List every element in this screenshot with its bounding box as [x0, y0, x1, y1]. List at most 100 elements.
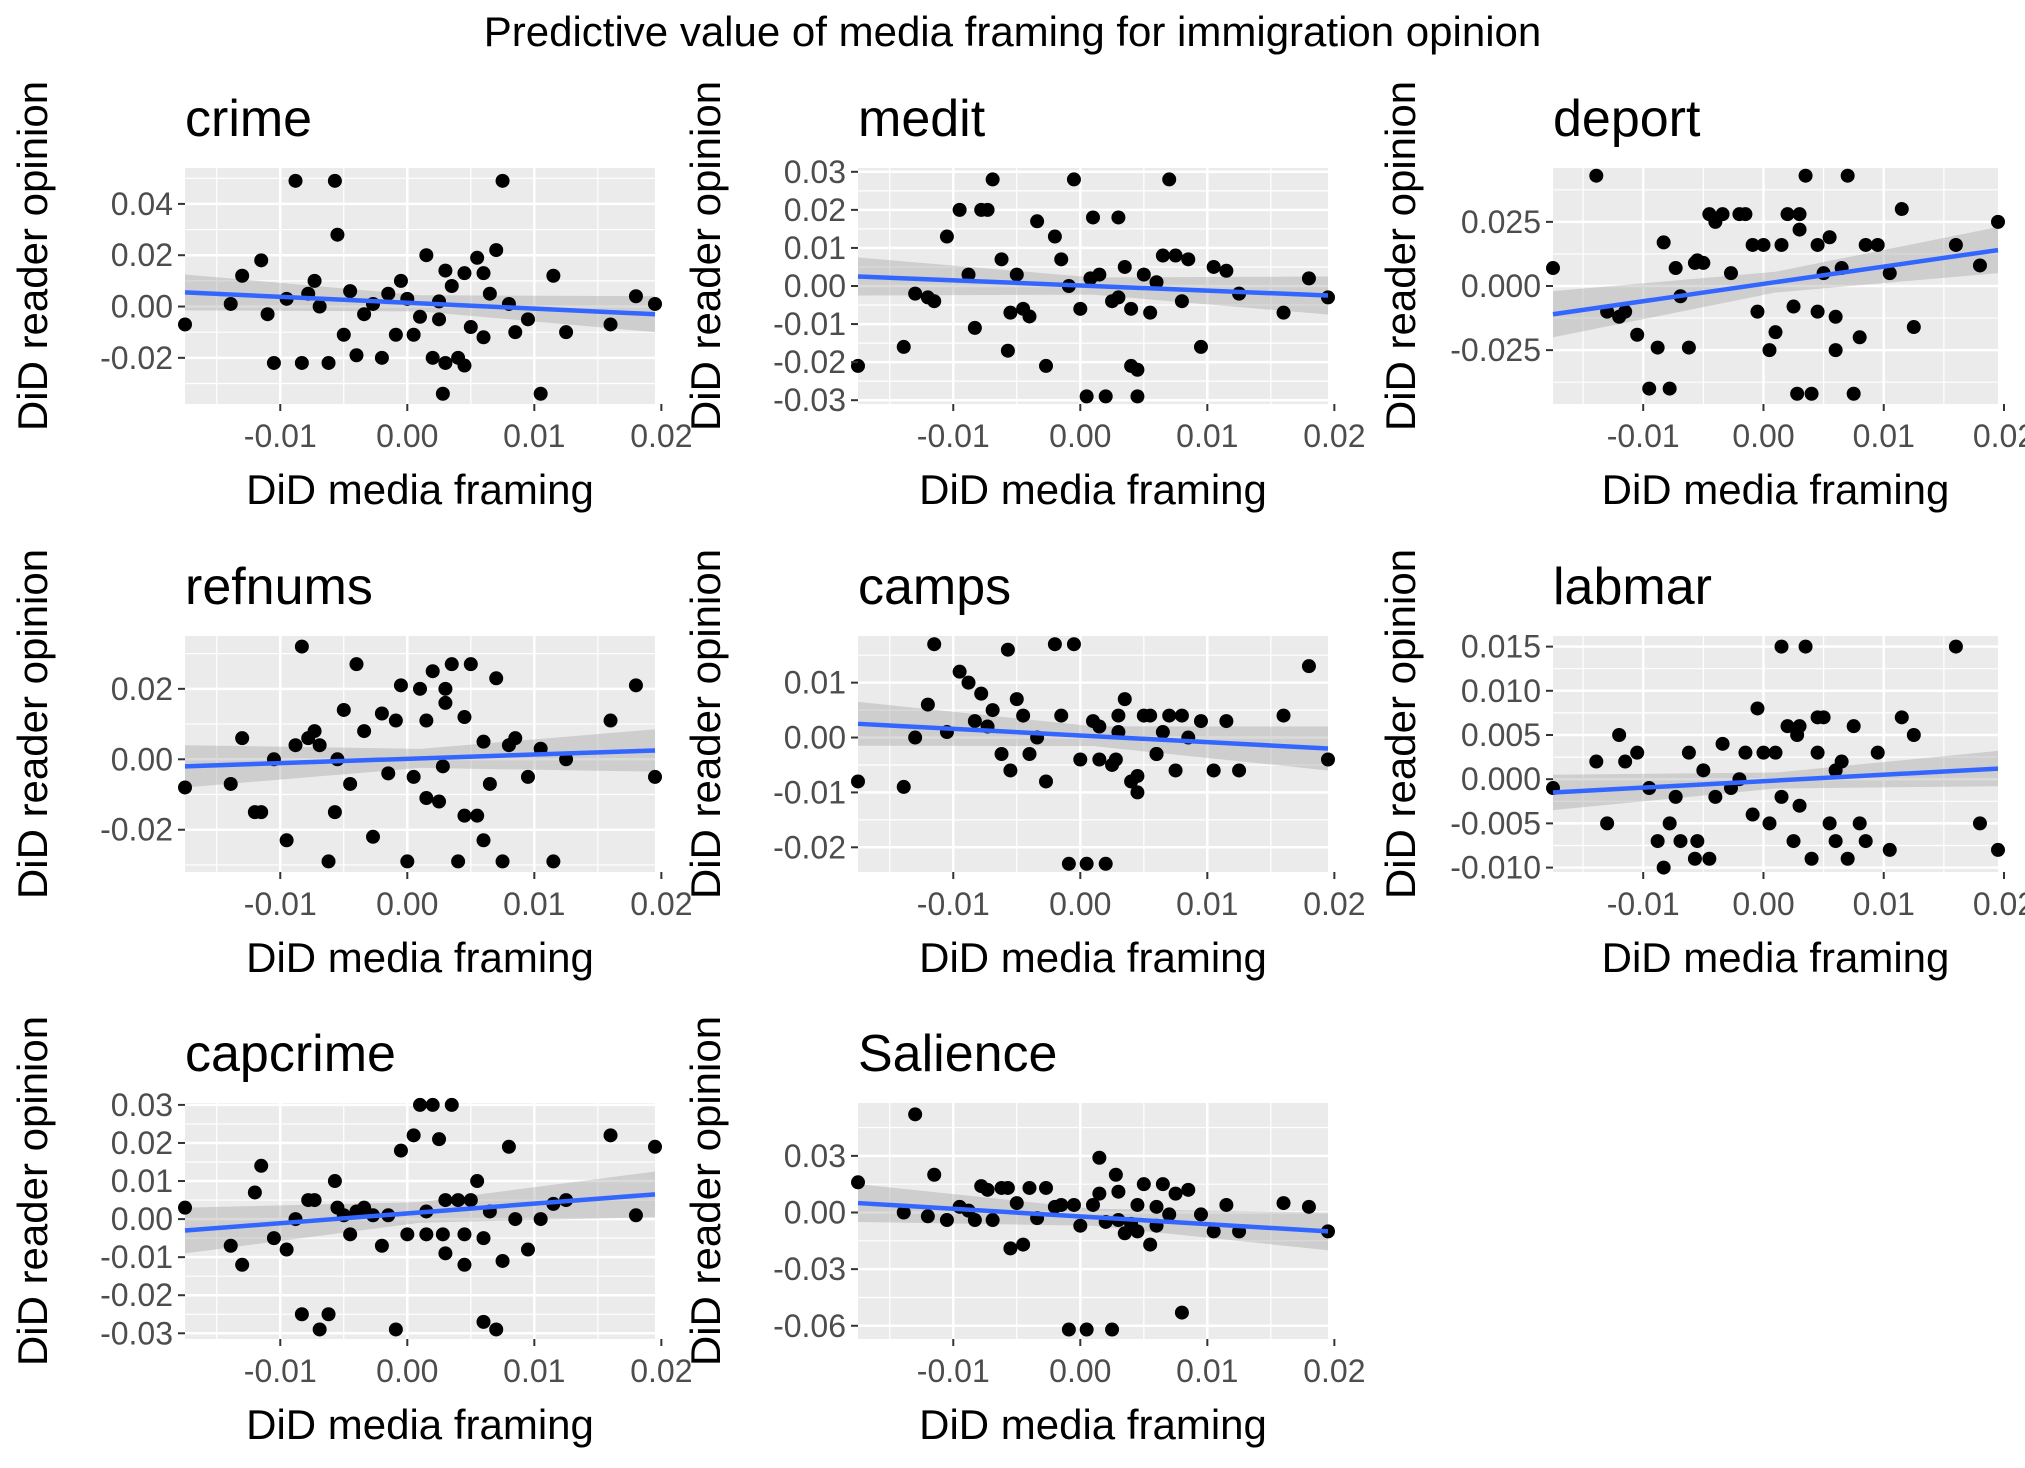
data-point: [425, 1097, 440, 1112]
data-point: [1061, 1322, 1076, 1337]
y-tick-label: -0.025: [1450, 332, 1541, 368]
data-point: [520, 1242, 535, 1257]
data-point: [1668, 789, 1683, 804]
data-point: [294, 639, 309, 654]
data-point: [1618, 754, 1633, 769]
data-point: [1016, 1237, 1031, 1252]
data-point: [482, 776, 497, 791]
data-point: [501, 1139, 516, 1154]
data-point: [508, 731, 523, 746]
data-point: [406, 1128, 421, 1143]
data-point: [388, 713, 403, 728]
x-tick-label: 0.00: [376, 418, 438, 454]
data-point: [1894, 202, 1909, 217]
data-point: [1972, 816, 1987, 831]
x-tick-label: 0.00: [376, 886, 438, 922]
y-axis-title: DiD reader opinion: [9, 1016, 56, 1366]
data-point: [178, 780, 192, 795]
data-point: [1786, 299, 1801, 314]
data-point: [520, 769, 535, 784]
panel-title: deport: [1553, 90, 1701, 148]
data-point: [1715, 207, 1730, 222]
data-point: [343, 284, 358, 299]
data-point: [1206, 763, 1221, 778]
data-point: [1130, 389, 1145, 404]
data-point: [451, 1193, 466, 1208]
data-point: [435, 386, 450, 401]
data-point: [1762, 816, 1777, 831]
data-point: [1656, 235, 1671, 250]
data-point: [1612, 727, 1627, 742]
data-point: [952, 664, 967, 679]
data-point: [1130, 1224, 1145, 1239]
data-point: [235, 1257, 250, 1272]
data-point: [489, 671, 504, 686]
data-point: [1792, 207, 1807, 222]
data-point: [495, 854, 510, 869]
facet-panel-refnums: -0.01 0.00 0.01 0.02 -0.02 0.00 0.02 refnums DiD…: [9, 549, 692, 981]
data-point: [1022, 747, 1037, 761]
data-point: [476, 266, 491, 281]
x-tick-label: -0.01: [244, 886, 317, 922]
y-tick-label: 0.00: [784, 720, 846, 756]
x-tick-label: -0.01: [917, 418, 990, 454]
data-point: [1130, 362, 1145, 377]
y-tick-label: 0.00: [784, 268, 846, 304]
data-point: [435, 1227, 450, 1242]
data-point: [435, 759, 450, 774]
x-axis-title: DiD media framing: [246, 466, 594, 513]
data-point: [1681, 340, 1696, 355]
data-point: [1656, 860, 1671, 875]
data-point: [476, 734, 491, 749]
facet-panel-capcrime: -0.01 0.00 0.01 0.02-0.03-0.02-0.010.000.01…: [9, 1016, 692, 1448]
data-point: [546, 854, 561, 869]
data-point: [628, 1208, 643, 1223]
data-point: [254, 253, 269, 268]
data-point: [457, 1227, 472, 1242]
data-point: [312, 738, 327, 753]
data-point: [1079, 856, 1094, 871]
data-point: [457, 358, 472, 373]
data-point: [266, 1231, 281, 1246]
x-tick-label: 0.02: [1973, 886, 2025, 922]
data-point: [1073, 301, 1088, 316]
y-tick-label: 0.01: [784, 665, 846, 701]
data-point: [980, 202, 995, 217]
data-point: [851, 774, 865, 789]
data-point: [381, 286, 396, 301]
panel-title: refnums: [185, 558, 373, 616]
data-point: [235, 731, 250, 746]
data-point: [1105, 1322, 1120, 1337]
data-point: [1030, 214, 1045, 229]
regression-line: [1552, 247, 1999, 317]
y-tick-label: 0.000: [1461, 268, 1541, 304]
data-point: [1149, 1199, 1164, 1214]
data-point: [1168, 1186, 1183, 1201]
y-tick-label: 0.04: [111, 186, 173, 222]
data-point: [1612, 309, 1627, 324]
facet-panel-labmar: -0.01 0.00 0.01 0.02 -0.010 -0.005 0.000 0.005 0…: [1377, 549, 2025, 981]
data-point: [400, 854, 415, 869]
data-point: [400, 1227, 415, 1242]
data-point: [1696, 255, 1711, 270]
data-point: [444, 279, 459, 293]
data-point: [908, 286, 923, 301]
data-point: [1972, 258, 1987, 273]
data-point: [413, 1097, 427, 1112]
data-point: [1774, 789, 1789, 804]
data-point: [444, 657, 459, 672]
data-point: [374, 1238, 389, 1253]
data-point: [985, 703, 1000, 718]
data-point: [476, 1231, 491, 1246]
data-point: [648, 769, 662, 784]
data-point: [393, 1143, 408, 1158]
data-point: [1846, 719, 1861, 734]
x-axis-title: DiD media framing: [1602, 466, 1950, 513]
facet-panel-medit: -0.01 0.00 0.01 0.02-0.03-0.02-0.010.000.01…: [682, 81, 1365, 513]
data-point: [1130, 785, 1145, 800]
data-point: [288, 738, 303, 753]
x-tick-label: 0.02: [630, 1353, 692, 1389]
data-point: [1181, 252, 1196, 267]
data-point: [1054, 1197, 1069, 1212]
data-point: [476, 330, 491, 345]
